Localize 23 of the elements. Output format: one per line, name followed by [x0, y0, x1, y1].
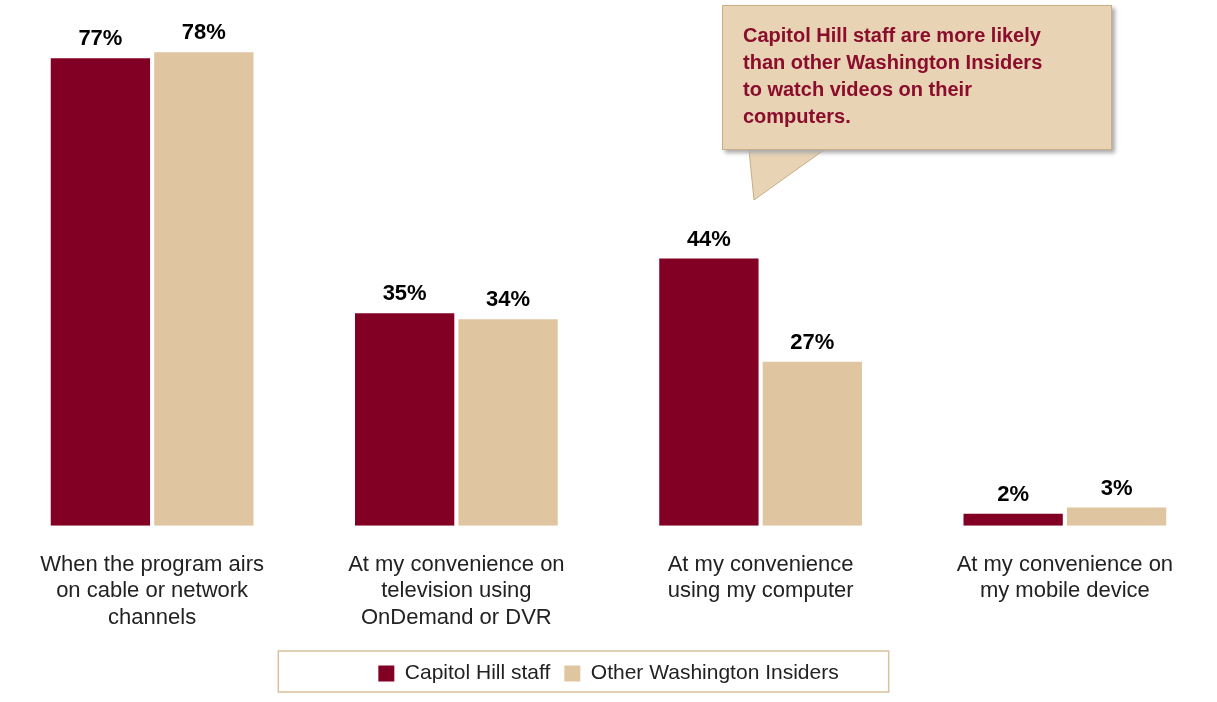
- bar: [154, 52, 254, 526]
- x-tick-label: At my convenience on television using OnDemand or DVR: [348, 551, 565, 629]
- data-label: 27%: [790, 328, 835, 354]
- data-label: 2%: [997, 480, 1030, 506]
- data-label: 35%: [382, 280, 427, 306]
- data-label: 34%: [486, 286, 531, 312]
- data-label: 3%: [1100, 474, 1133, 500]
- bar: [659, 258, 759, 526]
- bar: [762, 361, 862, 526]
- bar: [50, 58, 151, 526]
- x-tick-label: When the program airs on cable or network channels: [40, 551, 265, 629]
- legend-label: Capitol Hill staff: [404, 660, 551, 684]
- x-tick-label: At my convenience using my computer: [667, 551, 854, 603]
- annotation: Capitol Hill staff are more likely than other Washington Insiders to watch videos on their computers.: [743, 24, 1043, 127]
- bar: [1066, 507, 1167, 526]
- x-tick-label: At my convenience on my mobile device: [956, 551, 1174, 603]
- legend-label: Other Washington Insiders: [590, 660, 839, 684]
- bar: [458, 319, 558, 526]
- data-label: 78%: [181, 19, 226, 45]
- bar: [355, 313, 455, 526]
- data-label: 77%: [78, 25, 123, 51]
- bar: [963, 513, 1063, 526]
- data-label: 44%: [686, 225, 731, 251]
